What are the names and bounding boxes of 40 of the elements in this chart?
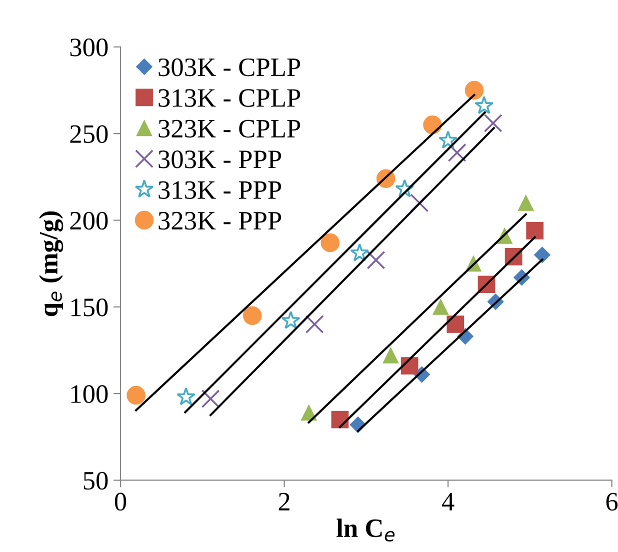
x-axis-title: ln C$_{e}$ xyxy=(336,518,395,542)
legend-label: 313K - PPP xyxy=(158,181,282,199)
point xyxy=(366,250,386,270)
y-tick-label: 150 xyxy=(71,298,108,316)
legend-label: 303K - CPLP xyxy=(158,58,300,76)
point xyxy=(518,194,534,211)
point xyxy=(350,243,370,262)
y-tick-label: 50 xyxy=(84,472,108,490)
point xyxy=(242,306,262,325)
point xyxy=(423,116,442,134)
y-tick-label: 300 xyxy=(70,38,108,56)
point xyxy=(446,316,464,333)
point xyxy=(331,410,349,428)
point xyxy=(281,310,300,329)
legend-label: 323K - PPP xyxy=(158,212,282,230)
point xyxy=(395,179,414,198)
point xyxy=(126,386,146,405)
point xyxy=(464,80,484,100)
point xyxy=(320,233,340,252)
legend-label: 323K - CPLP xyxy=(158,120,300,138)
point xyxy=(432,298,449,315)
x-tick-label: 6 xyxy=(606,492,618,511)
x-tick-label: 2 xyxy=(278,492,290,510)
y-tick-label: 200 xyxy=(70,212,108,230)
point xyxy=(176,387,196,406)
x-tick-label: 0 xyxy=(114,492,126,511)
y-tick-label: 250 xyxy=(70,125,108,143)
point xyxy=(526,222,544,240)
point xyxy=(534,246,550,264)
y-tick-label: 100 xyxy=(71,385,108,403)
legend-label: 303K - PPP xyxy=(158,150,282,168)
legend-label: 313K - CPLP xyxy=(158,89,300,107)
x-tick-label: 4 xyxy=(442,492,454,510)
point xyxy=(201,390,220,408)
point xyxy=(382,347,399,364)
y-axis-title: q$_{e}$ (mg/g) xyxy=(39,211,64,316)
point xyxy=(484,114,502,132)
point xyxy=(305,315,324,334)
point xyxy=(438,130,458,149)
point xyxy=(474,96,494,114)
